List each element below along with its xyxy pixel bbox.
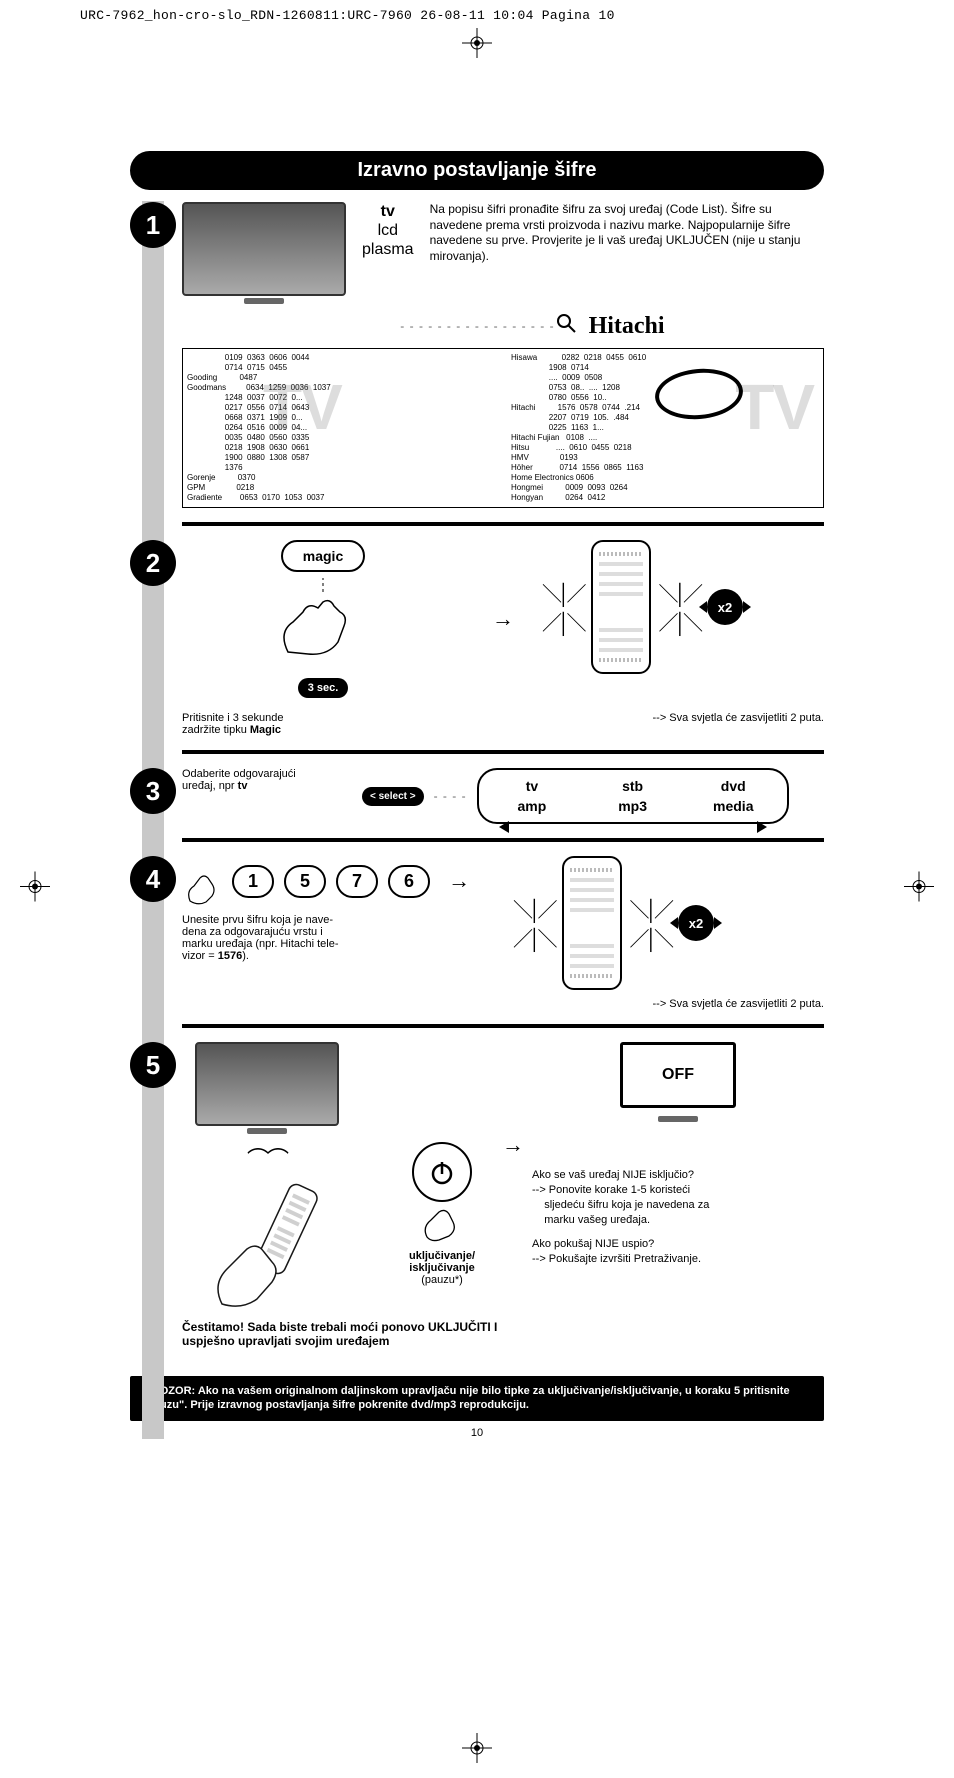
- digit-5: 5: [284, 865, 326, 898]
- three-sec-badge: 3 sec.: [298, 678, 349, 698]
- mode-tv: tv: [493, 778, 572, 794]
- tv-stand-icon: [244, 298, 284, 304]
- crop-mark-top-icon: [0, 28, 954, 63]
- hand-press-icon: [268, 572, 378, 662]
- hand-point-icon: [182, 856, 222, 906]
- tv-illustration-icon: [182, 202, 346, 296]
- code-column-right: Hisawa 0282 0218 0455 0610 1908 0714 ...…: [511, 353, 819, 503]
- mode-stb: stb: [593, 778, 672, 794]
- step-2-section: 2 magic 3 sec. → ＼│／／│＼ ＼│／／│＼: [182, 540, 824, 754]
- light-rays-right-icon: ＼│／／│＼: [659, 578, 700, 636]
- step-5-section: 5 ⌒⌒: [182, 1042, 824, 1362]
- pdf-header-meta: URC-7962_hon-cro-slo_RDN-1260811:URC-796…: [0, 0, 954, 31]
- mode-mp3: mp3: [593, 798, 672, 814]
- light-rays-left-icon: ＼│／／│＼: [542, 578, 583, 636]
- tv-illustration-icon: [195, 1042, 339, 1126]
- page-title: Izravno postavljanje šifre: [130, 151, 824, 190]
- step-5-badge: 5: [130, 1042, 176, 1088]
- crop-mark-right-icon: [904, 872, 934, 907]
- remote-outline-icon: [562, 856, 622, 990]
- magnifier-icon: [555, 312, 577, 340]
- mode-amp: amp: [493, 798, 572, 814]
- arrow-right-icon: →: [502, 1132, 524, 1158]
- magic-button-label: magic: [281, 540, 365, 572]
- tv-stand-icon: [658, 1116, 698, 1122]
- page-number: 10: [130, 1427, 824, 1439]
- light-rays-right-icon: ＼│／／│＼: [630, 894, 671, 952]
- step-2-caption-right: --> Sva svjetla će zasvijetliti 2 puta.: [653, 712, 825, 736]
- step-1-badge: 1: [130, 202, 176, 248]
- step-4-section: 4 1 5 7 6 →: [182, 856, 824, 1028]
- arrow-right-icon: →: [448, 868, 470, 894]
- arrow-right-icon: →: [492, 606, 514, 632]
- step-4-text: Unesite prvu šifru koja je nave- dena za…: [182, 914, 339, 962]
- triangle-right-icon: [757, 820, 767, 836]
- step-3-badge: 3: [130, 768, 176, 814]
- step-5-troubleshoot-1: Ako se vaš uređaj NIJE isključio? --> Po…: [532, 1168, 824, 1227]
- step-1-section: 1 tv lcd plasma Na popisu šifri pronađit…: [182, 202, 824, 526]
- step-4-caption-right: --> Sva svjetla će zasvijetliti 2 puta.: [182, 998, 824, 1010]
- device-mode-selector: tv stb dvd amp mp3 media: [477, 768, 789, 824]
- mode-media: media: [694, 798, 773, 814]
- signal-arc-icon: ⌒⌒: [247, 1142, 287, 1174]
- digit-1: 1: [232, 865, 274, 898]
- step-2-badge: 2: [130, 540, 176, 586]
- tv-off-indicator: OFF: [620, 1042, 736, 1108]
- congratulations-text: Čestitamo! Sada biste trebali moći ponov…: [182, 1320, 824, 1348]
- tv-stand-icon: [247, 1128, 287, 1134]
- digit-7: 7: [336, 865, 378, 898]
- step-1-instructions-text: Na popisu šifri pronađite šifru za svoj …: [430, 202, 824, 304]
- step-3-section: 3 Odaberite odgovarajući uređaj, npr tv …: [182, 768, 824, 842]
- hand-holding-remote-icon: [202, 1174, 332, 1314]
- digit-6: 6: [388, 865, 430, 898]
- triangle-left-icon: [499, 820, 509, 836]
- crop-mark-bottom-icon: [0, 1733, 954, 1768]
- power-button-label: uključivanje/ isključivanje (pauzu*): [409, 1250, 475, 1286]
- step-4-badge: 4: [130, 856, 176, 902]
- step-2-caption-left: Pritisnite i 3 sekunde zadržite tipku Ma…: [182, 712, 284, 736]
- mode-dvd: dvd: [694, 778, 773, 794]
- code-column-left: 0109 0363 0606 0044 0714 0715 0455 Goodi…: [187, 353, 495, 503]
- x2-badge: x2: [678, 905, 714, 941]
- select-button-label: < select >: [362, 787, 424, 806]
- code-list-table: TV TV 0109 0363 0606 0044 0714 0715 0455…: [182, 348, 824, 508]
- step-3-text: Odaberite odgovarajući uređaj, npr tv: [182, 768, 342, 792]
- remote-outline-icon: [591, 540, 651, 674]
- hand-press-power-icon: [417, 1192, 467, 1242]
- brand-heading: Hitachi: [589, 313, 665, 340]
- light-rays-left-icon: ＼│／／│＼: [513, 894, 554, 952]
- footnote-warning: * POZOR: Ako na vašem originalnom daljin…: [130, 1376, 824, 1421]
- dashed-pointer-line: - - - - - - - - - - - - - - - - -: [400, 319, 554, 333]
- dashed-pointer-line: - - - -: [434, 789, 467, 803]
- x2-badge: x2: [707, 589, 743, 625]
- crop-mark-left-icon: [20, 872, 50, 907]
- step-5-troubleshoot-2: Ako pokušaj NIJE uspio? --> Pokušajte iz…: [532, 1237, 824, 1267]
- device-type-labels: tv lcd plasma: [362, 202, 414, 304]
- vertical-step-bar: [142, 201, 164, 1439]
